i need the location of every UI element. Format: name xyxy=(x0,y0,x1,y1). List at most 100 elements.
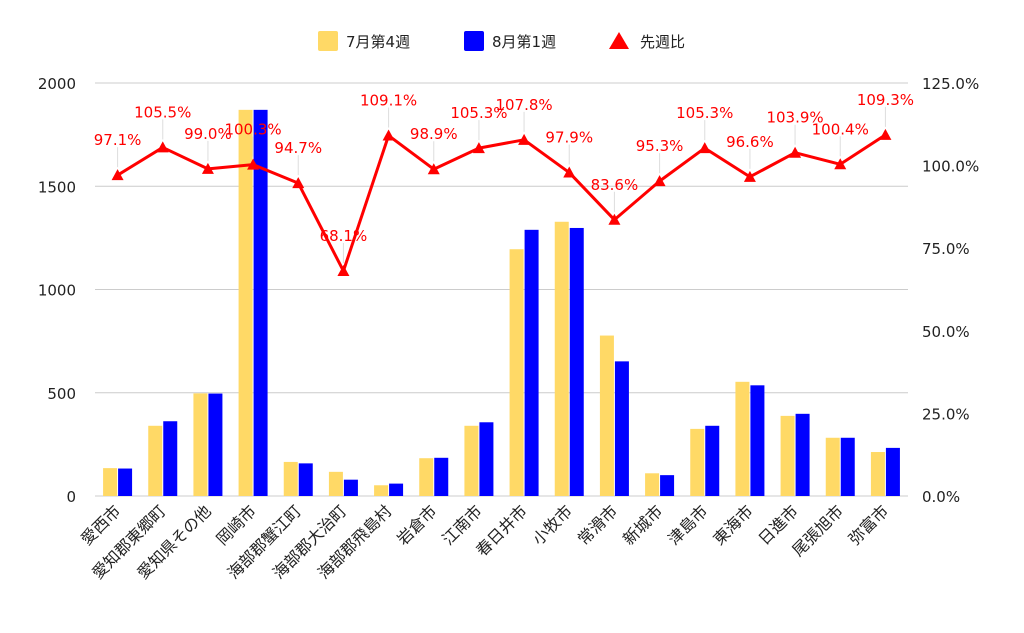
data-label-先週比: 100.4% xyxy=(812,120,869,138)
data-label-先週比: 94.7% xyxy=(274,139,322,157)
y-left-tick-label: 2000 xyxy=(38,75,76,93)
line-point-marker xyxy=(292,177,305,189)
bar-8月第1週 xyxy=(569,227,584,496)
data-label-先週比: 100.3% xyxy=(224,121,281,139)
line-point-marker xyxy=(518,133,531,145)
y-left-tick-label: 1500 xyxy=(38,178,76,196)
y-right-tick-label: 125.0% xyxy=(922,75,979,93)
bar-8月第1週 xyxy=(163,421,178,496)
bar-8月第1週 xyxy=(389,483,404,496)
x-tick-label: 岩倉市 xyxy=(393,501,440,548)
x-tick-label: 小牧市 xyxy=(529,501,576,548)
bar-7月第4週 xyxy=(825,437,840,496)
line-point-marker xyxy=(201,162,214,174)
data-label-先週比: 96.6% xyxy=(726,133,774,151)
bar-8月第1週 xyxy=(118,468,133,496)
bar-8月第1週 xyxy=(795,413,810,496)
bar-8月第1週 xyxy=(705,425,720,496)
x-tick-label: 新城市 xyxy=(619,501,666,548)
bar-8月第1週 xyxy=(208,393,223,496)
y-right-tick-label: 0.0% xyxy=(922,488,960,506)
line-point-marker xyxy=(879,128,892,140)
axes: 0 500 1000 1500 2000 0.0% 25.0% 50.0% 75.0% 100.0… xyxy=(38,75,979,583)
legend: 7月第4週 8月第1週 先週比 xyxy=(318,31,685,51)
data-label-先週比: 95.3% xyxy=(636,137,684,155)
data-label-先週比: 107.8% xyxy=(495,96,552,114)
bar-7月第4週 xyxy=(148,425,163,496)
bar-7月第4週 xyxy=(193,393,208,496)
data-label-先週比: 105.3% xyxy=(676,104,733,122)
data-label-先週比: 83.6% xyxy=(591,176,639,194)
bar-7月第4週 xyxy=(509,249,524,496)
line-point-marker xyxy=(834,158,847,170)
x-tick-label: 津島市 xyxy=(664,501,711,548)
legend-label: 7月第4週 xyxy=(346,33,410,51)
data-label-先週比: 97.1% xyxy=(94,131,142,149)
bar-8月第1週 xyxy=(479,422,494,496)
bar-8月第1週 xyxy=(660,475,675,496)
line-point-marker xyxy=(743,170,756,182)
bar-7月第4週 xyxy=(283,461,298,496)
bar-7月第4週 xyxy=(780,415,795,496)
x-tick-label: 東海市 xyxy=(709,501,756,548)
data-label-先週比: 109.3% xyxy=(857,91,914,109)
data-label-先週比: 99.0% xyxy=(184,125,232,143)
x-tick-label: 弥富市 xyxy=(845,501,892,548)
bar-8月第1週 xyxy=(343,479,358,496)
y-left-tick-label: 0 xyxy=(66,488,76,506)
bar-7月第4週 xyxy=(735,381,750,496)
bar-series xyxy=(103,109,900,496)
line-point-marker xyxy=(653,175,666,187)
bar-7月第4週 xyxy=(374,485,389,496)
line-point-marker xyxy=(472,142,485,154)
line-point-marker xyxy=(382,129,395,141)
bar-7月第4週 xyxy=(103,468,118,496)
bar-8月第1週 xyxy=(614,361,629,496)
bar-7月第4週 xyxy=(238,109,253,496)
bar-7月第4週 xyxy=(419,458,434,496)
bar-8月第1週 xyxy=(524,229,539,496)
data-label-先週比: 97.9% xyxy=(545,129,593,147)
x-tick-label: 常滑市 xyxy=(574,501,621,548)
bar-8月第1週 xyxy=(298,463,313,496)
data-label-先週比: 103.9% xyxy=(766,109,823,127)
line-point-marker xyxy=(337,264,350,276)
y-left-tick-label: 500 xyxy=(47,385,76,403)
bar-7月第4週 xyxy=(599,335,614,496)
gridlines xyxy=(95,82,908,497)
line-point-marker xyxy=(563,166,576,178)
bar-8月第1週 xyxy=(750,385,765,496)
data-label-先週比: 109.1% xyxy=(360,92,417,110)
line-point-marker xyxy=(608,213,621,225)
line-point-marker xyxy=(111,169,124,181)
bar-7月第4週 xyxy=(870,452,885,496)
line-point-marker xyxy=(156,141,169,153)
data-label-先週比: 105.3% xyxy=(450,104,507,122)
legend-swatch-先週比 xyxy=(609,32,629,49)
bar-7月第4週 xyxy=(464,425,479,496)
legend-swatch-7月第4週 xyxy=(318,31,338,51)
bar-7月第4週 xyxy=(645,473,660,496)
bar-8月第1週 xyxy=(840,437,855,496)
legend-swatch-8月第1週 xyxy=(464,31,484,51)
bar-8月第1週 xyxy=(253,109,268,496)
line-point-marker xyxy=(698,142,711,154)
bar-8月第1週 xyxy=(885,447,900,496)
y-right-tick-label: 100.0% xyxy=(922,158,979,176)
bar-7月第4週 xyxy=(554,221,569,496)
bar-8月第1週 xyxy=(434,457,449,496)
data-label-先週比: 68.1% xyxy=(320,227,368,245)
y-right-tick-label: 25.0% xyxy=(922,405,970,423)
line-point-marker xyxy=(427,163,440,175)
y-right-tick-label: 50.0% xyxy=(922,323,970,341)
legend-label: 先週比 xyxy=(640,33,685,51)
line-先週比 xyxy=(116,133,887,273)
data-label-先週比: 98.9% xyxy=(410,125,458,143)
line-point-marker xyxy=(247,158,260,170)
bar-7月第4週 xyxy=(328,471,343,496)
line-series: 97.1% 105.5% 99.0%100.3%94.7% 68.1% 109.1% 98… xyxy=(94,91,914,276)
y-right-tick-label: 75.0% xyxy=(922,240,970,258)
bar-7月第4週 xyxy=(690,428,705,496)
line-point-marker xyxy=(789,146,802,158)
